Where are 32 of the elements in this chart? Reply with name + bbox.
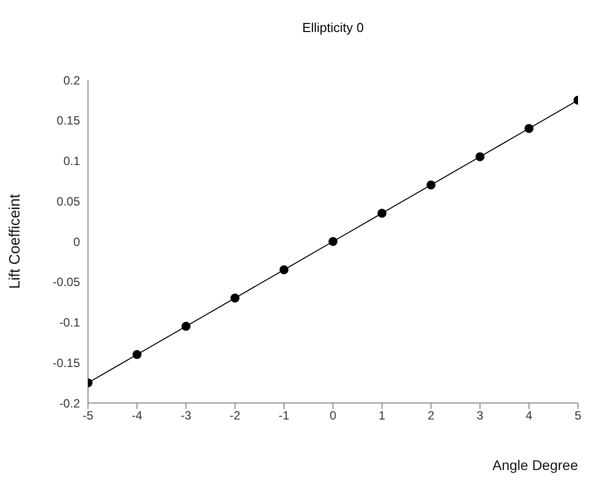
point [476,152,484,162]
y-tick-label: -0.05 [52,275,80,290]
x-tick-label: 5 [574,408,582,423]
x-tick-label: 1 [378,408,386,423]
point [182,322,190,331]
y-tick-label: -0.2 [59,396,80,410]
x-tick-label: -5 [82,408,94,423]
y-tick-label: -0.1 [59,316,80,330]
point [132,350,142,360]
x-axis-title: Angle Degree [492,457,578,473]
y-tick-label: 0.05 [56,194,80,208]
x-tick-label: -2 [230,408,241,423]
x-tick-label: -4 [132,408,143,423]
x-tick-label: -1 [278,408,290,423]
point [378,208,386,218]
point [280,265,288,274]
point [328,237,338,246]
y-tick-label: 0.1 [63,154,80,168]
x-tick-label: -3 [180,408,192,423]
y-tick-label: 0.15 [56,114,80,128]
y-tick-label: -0.15 [52,356,80,370]
y-tick-label: 0.2 [63,73,80,88]
x-tick-label: 3 [476,408,484,423]
x-tick-label: 0 [330,408,337,423]
y-tick-label: 0 [73,234,80,249]
point [524,124,534,133]
point [230,294,240,303]
point [426,180,436,190]
y-axis-title: Lift Coefficeint [6,193,24,289]
x-tick-label: 2 [428,408,435,423]
chart-title: Ellipticity 0 [301,20,365,35]
x-tick-label: 4 [526,408,533,423]
